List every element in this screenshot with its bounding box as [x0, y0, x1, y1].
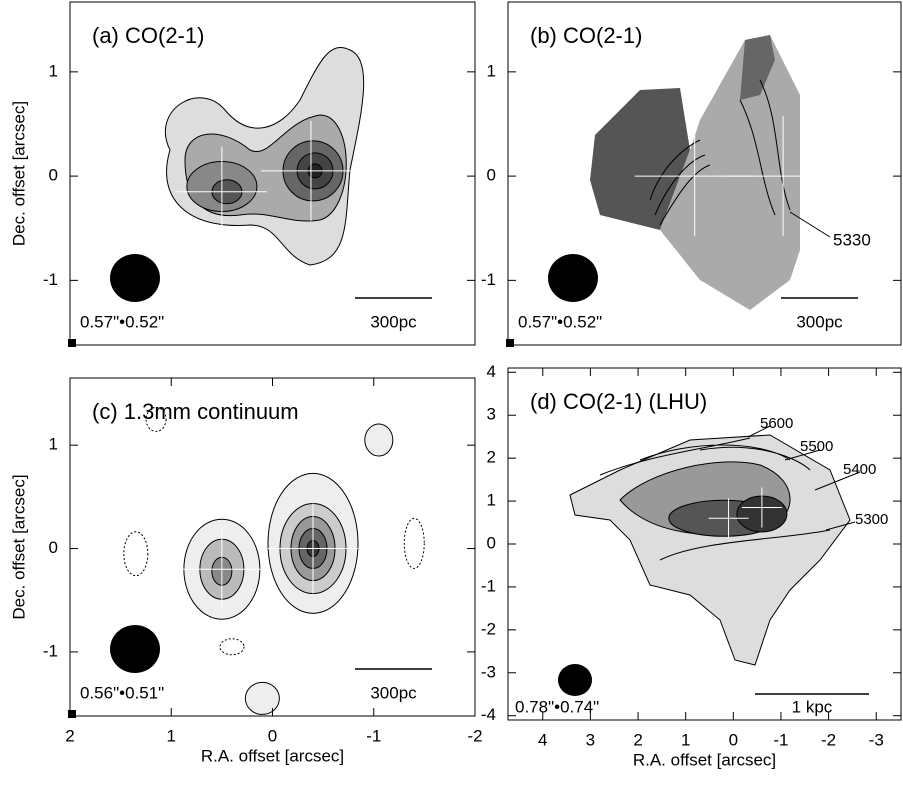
- panel-title: (b) CO(2-1): [530, 23, 642, 48]
- y-tick-label: 0: [49, 166, 58, 185]
- contour: [123, 531, 149, 577]
- x-tick-label: 4: [538, 730, 547, 749]
- annotation-arrow: [825, 521, 856, 531]
- x-tick-label: 1: [681, 730, 690, 749]
- annotation: 5300: [855, 511, 888, 528]
- panel-title: (d) CO(2-1) (LHU): [530, 389, 707, 414]
- y-tick-label: 2: [487, 448, 496, 467]
- axes-frame: [69, 1, 476, 346]
- y-tick-label: -3: [481, 662, 496, 681]
- beam-label: 0.57"•0.52": [80, 312, 164, 331]
- x-tick-label: 1: [167, 726, 176, 745]
- scale-bar-label: 300pc: [370, 683, 417, 702]
- image: [590, 35, 844, 310]
- y-tick-label: -1: [43, 270, 58, 289]
- y-tick-label: 0: [49, 538, 58, 557]
- image: [123, 406, 425, 715]
- y-tick-label: -1: [43, 641, 58, 660]
- scale-bar-label: 300pc: [796, 312, 843, 331]
- annotation: 5330: [833, 230, 871, 249]
- y-axis-label: Dec. offset [arcsec]: [9, 474, 28, 619]
- annotation-arrow: [784, 449, 821, 461]
- contour: [219, 638, 245, 656]
- annotation-arrow: [747, 425, 771, 438]
- contour: [649, 139, 711, 226]
- y-tick-label: 3: [487, 405, 496, 424]
- beam-label: 0.57"•0.52": [518, 312, 602, 331]
- y-tick-label: -2: [481, 619, 496, 638]
- x-tick-label: 2: [633, 730, 642, 749]
- y-tick-label: -1: [481, 270, 496, 289]
- x-tick-label: 2: [65, 726, 74, 745]
- contour: [364, 423, 394, 457]
- beam: [558, 664, 592, 696]
- y-tick-label: 1: [487, 61, 496, 80]
- scale-bar-label: 300pc: [370, 312, 417, 331]
- x-tick-label: 0: [268, 726, 277, 745]
- contour: [599, 437, 831, 561]
- x-tick-label: -1: [366, 726, 381, 745]
- y-tick-label: 0: [487, 166, 496, 185]
- x-tick-label: -3: [869, 730, 884, 749]
- contour: [145, 406, 167, 432]
- y-tick-label: 0: [487, 533, 496, 552]
- image: [164, 47, 365, 266]
- corner-mark: [506, 339, 514, 347]
- beam: [110, 625, 160, 673]
- beam: [110, 254, 160, 302]
- beam: [548, 254, 598, 302]
- annotation: 5500: [800, 438, 833, 455]
- x-tick-label: 0: [729, 730, 738, 749]
- x-tick-label: -2: [467, 726, 482, 745]
- contour: [660, 35, 800, 310]
- y-tick-label: -1: [481, 576, 496, 595]
- corner-mark: [68, 339, 76, 347]
- x-axis-label: R.A. offset [arcsec]: [201, 746, 344, 765]
- contour: [740, 35, 775, 100]
- x-tick-label: -2: [821, 730, 836, 749]
- y-tick-label: 1: [487, 491, 496, 510]
- annotation-arrow: [789, 211, 831, 238]
- annotation: 5600: [760, 415, 793, 432]
- y-tick-label: -4: [481, 705, 496, 724]
- y-tick-label: 1: [49, 61, 58, 80]
- y-tick-label: 1: [49, 435, 58, 454]
- y-axis-label: Dec. offset [arcsec]: [9, 101, 28, 246]
- beam-label: 0.78"•0.74": [515, 697, 599, 716]
- contour: [739, 79, 791, 216]
- corner-mark: [68, 710, 76, 718]
- scale-bar-label: 1 kpc: [792, 697, 833, 716]
- x-tick-label: -1: [773, 730, 788, 749]
- axes-frame: [507, 1, 902, 346]
- contour: [244, 681, 280, 715]
- y-tick-label: 4: [487, 362, 496, 381]
- beam-label: 0.56"•0.51": [80, 683, 164, 702]
- annotation-arrow: [814, 471, 861, 491]
- image: [569, 434, 851, 666]
- panel-title: (c) 1.3mm continuum: [92, 399, 299, 424]
- x-axis-label: R.A. offset [arcsec]: [633, 750, 776, 769]
- contour: [403, 517, 425, 569]
- panel-title: (a) CO(2-1): [92, 23, 204, 48]
- annotation: 5400: [843, 461, 876, 478]
- x-tick-label: 3: [586, 730, 595, 749]
